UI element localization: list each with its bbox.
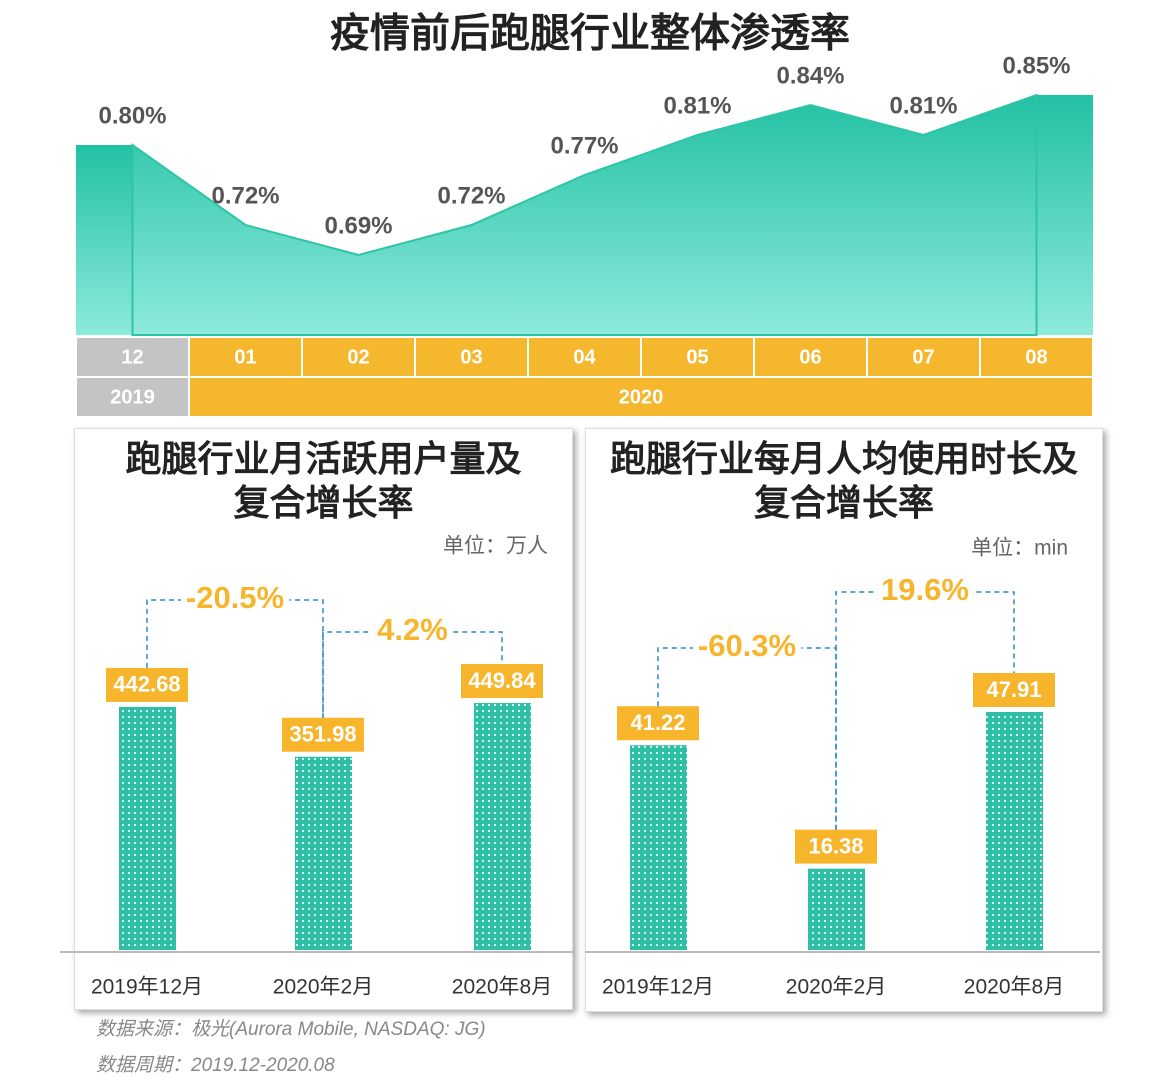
value-label: 0.81% bbox=[663, 92, 731, 119]
change-bracket bbox=[322, 631, 503, 718]
value-label: 0.81% bbox=[889, 92, 957, 119]
bar bbox=[808, 868, 865, 950]
value-label: 0.72% bbox=[437, 182, 505, 209]
label-box bbox=[106, 667, 188, 702]
month-label: 06 bbox=[799, 346, 821, 368]
month-cell bbox=[981, 338, 1092, 376]
value-label: 41.22 bbox=[630, 710, 685, 735]
change-label: -60.3% bbox=[698, 628, 796, 663]
month-label: 03 bbox=[460, 346, 482, 368]
value-label: 442.68 bbox=[113, 672, 180, 697]
month-label: 04 bbox=[573, 346, 596, 368]
x-tick-label: 2019年12月 bbox=[91, 976, 203, 999]
month-cell bbox=[190, 338, 301, 376]
bar bbox=[295, 756, 352, 950]
value-label: 0.80% bbox=[98, 102, 166, 129]
label-box bbox=[795, 829, 877, 864]
bar bbox=[119, 706, 176, 950]
change-label: 4.2% bbox=[377, 612, 448, 647]
label-box bbox=[461, 664, 543, 698]
value-label: 351.98 bbox=[289, 722, 356, 747]
year-cell bbox=[77, 378, 188, 416]
bar bbox=[630, 745, 687, 950]
bar bbox=[474, 703, 531, 950]
change-label: -20.5% bbox=[186, 580, 284, 615]
year-label: 2020 bbox=[619, 386, 664, 408]
value-label: 16.38 bbox=[808, 833, 863, 858]
x-tick-label: 2020年8月 bbox=[452, 976, 552, 999]
month-label: 01 bbox=[234, 346, 256, 368]
label-box bbox=[617, 706, 699, 741]
chart-title: 疫情前后跑腿行业整体渗透率 bbox=[330, 12, 850, 56]
label-box bbox=[973, 673, 1055, 707]
unit-label: 单位：min bbox=[971, 537, 1068, 560]
value-label: 47.91 bbox=[986, 677, 1041, 702]
change-label: 19.6% bbox=[881, 572, 969, 607]
month-cell bbox=[868, 338, 979, 376]
period-note: 数据周期：2019.12-2020.08 bbox=[96, 1055, 335, 1076]
change-bracket bbox=[146, 599, 324, 718]
label-box bbox=[282, 717, 364, 752]
unit-label: 单位：万人 bbox=[443, 535, 548, 558]
area-edge bbox=[1036, 95, 1093, 335]
panel-title: 跑腿行业月活跃用户量及复合增长率 bbox=[125, 438, 522, 523]
year-label: 2019 bbox=[110, 386, 155, 408]
value-label: 0.69% bbox=[324, 212, 392, 239]
month-cell bbox=[755, 338, 866, 376]
month-cell bbox=[642, 338, 753, 376]
x-tick-label: 2020年2月 bbox=[273, 976, 373, 999]
month-cell bbox=[529, 338, 640, 376]
area bbox=[131, 93, 1038, 336]
month-cell bbox=[303, 338, 414, 376]
month-label: 05 bbox=[686, 346, 708, 368]
month-label: 02 bbox=[347, 346, 369, 368]
x-tick-label: 2020年8月 bbox=[964, 976, 1064, 999]
source-note: 数据来源：极光(Aurora Mobile, NASDAQ: JG) bbox=[96, 1019, 486, 1040]
bar bbox=[986, 712, 1043, 950]
x-tick-label: 2020年2月 bbox=[786, 976, 886, 999]
area-edge bbox=[76, 145, 133, 335]
x-tick-label: 2019年12月 bbox=[602, 976, 714, 999]
value-label: 0.84% bbox=[776, 62, 844, 89]
month-label: 12 bbox=[121, 346, 143, 368]
value-label: 0.85% bbox=[1002, 52, 1070, 79]
value-label: 449.84 bbox=[468, 668, 536, 693]
month-label: 07 bbox=[912, 346, 934, 368]
change-bracket bbox=[835, 591, 1015, 830]
month-cell bbox=[77, 338, 188, 376]
value-label: 0.77% bbox=[550, 132, 618, 159]
year-cell bbox=[190, 378, 1092, 416]
month-label: 08 bbox=[1025, 346, 1047, 368]
month-cell bbox=[416, 338, 527, 376]
value-label: 0.72% bbox=[211, 182, 279, 209]
panel-title: 跑腿行业每月人均使用时长及复合增长率 bbox=[609, 438, 1078, 523]
